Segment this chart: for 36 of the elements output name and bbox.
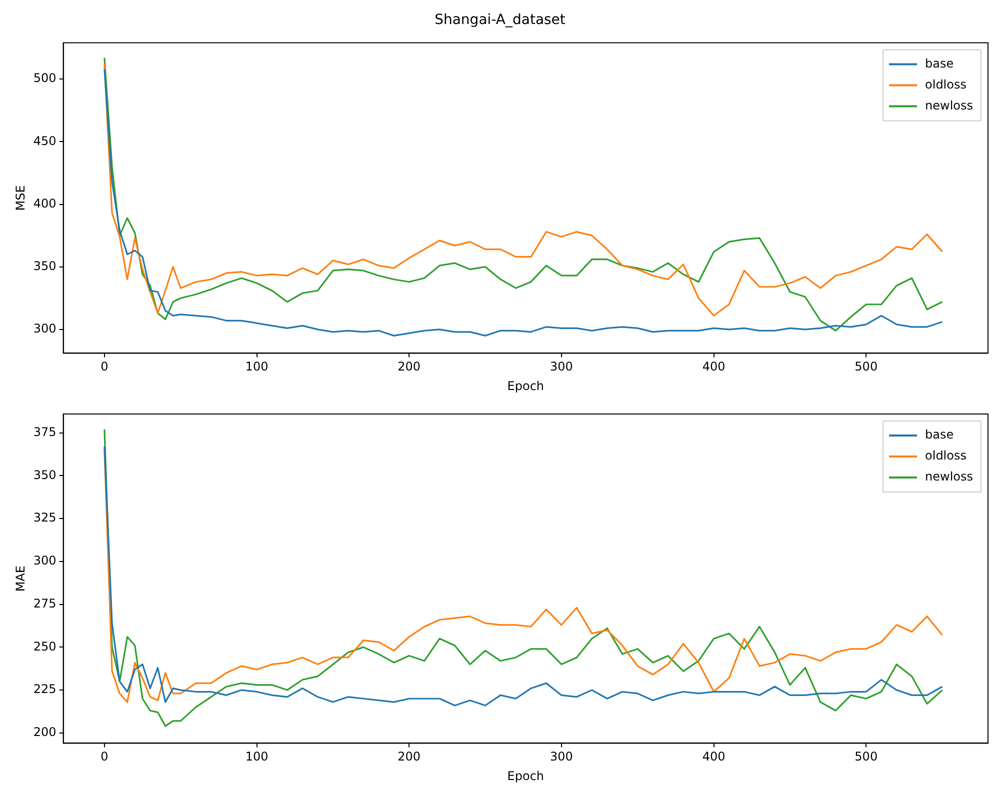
y-tick-label: 375	[33, 424, 56, 439]
y-axis-title: MSE	[13, 185, 28, 211]
x-tick-label: 300	[550, 360, 573, 374]
x-tick-label: 0	[100, 360, 108, 374]
legend-label: oldloss	[925, 77, 966, 92]
y-tick-label: 300	[33, 322, 56, 336]
x-tick-label: 200	[398, 360, 421, 374]
x-tick-label: 400	[702, 750, 726, 764]
y-tick-label: 500	[33, 71, 56, 86]
legend-label: base	[925, 56, 954, 70]
y-tick-label: 350	[33, 258, 56, 273]
x-tick-label: 500	[854, 360, 878, 374]
x-tick-label: 400	[702, 360, 726, 374]
x-tick-label: 200	[398, 750, 421, 764]
x-tick-label: 100	[245, 360, 268, 374]
y-tick-label: 325	[33, 510, 56, 525]
y-tick-label: 225	[33, 682, 56, 696]
x-tick-label: 300	[550, 750, 573, 764]
x-axis-title: Epoch	[507, 378, 544, 393]
legend-label: base	[925, 428, 954, 442]
legend-label: newloss	[925, 98, 973, 112]
chart-title: Shangai-A_dataset	[434, 12, 566, 28]
x-tick-label: 0	[100, 750, 108, 764]
x-tick-label: 100	[245, 750, 268, 764]
y-tick-label: 250	[33, 639, 56, 654]
x-axis-title: Epoch	[507, 768, 544, 783]
y-tick-label: 400	[33, 196, 56, 210]
legend-label: newloss	[925, 470, 973, 484]
y-axis-title: MAE	[13, 566, 28, 592]
y-tick-label: 200	[33, 725, 56, 740]
y-tick-label: 350	[33, 468, 56, 482]
x-tick-label: 500	[854, 750, 878, 764]
y-tick-label: 450	[33, 134, 56, 148]
y-tick-label: 300	[33, 554, 56, 568]
y-tick-label: 275	[33, 596, 56, 610]
legend-label: oldloss	[925, 448, 966, 463]
